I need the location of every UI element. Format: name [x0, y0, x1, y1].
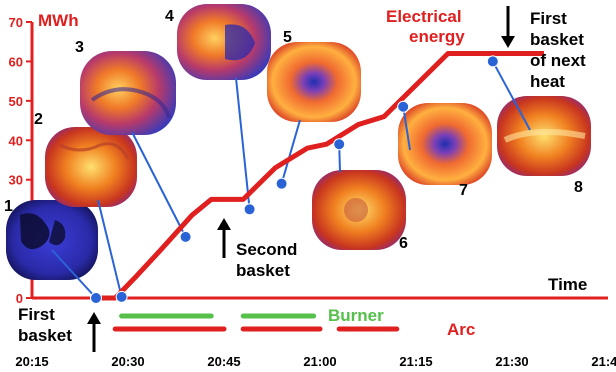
y-tick-label: 70: [9, 15, 23, 30]
marker-point: [115, 290, 128, 303]
y-tick-label: 40: [9, 133, 23, 148]
energy-line: [96, 51, 544, 301]
thermal-image-6: [312, 170, 406, 250]
marker-point: [179, 230, 192, 243]
marker-connector: [97, 199, 123, 298]
x-tick-label: 21:15: [399, 354, 432, 369]
annotation-second-basket-line-1: Second: [236, 240, 297, 259]
marker-label-6: 6: [399, 235, 408, 252]
thermal-image-1: [6, 200, 98, 280]
marker-label-1: 1: [4, 198, 13, 215]
marker-point: [397, 100, 410, 113]
annotation-second-basket-line-2: basket: [236, 261, 290, 280]
annotation-first-basket: First basket: [18, 305, 101, 352]
marker-label-8: 8: [574, 179, 583, 196]
annotation-next-heat-line-4: heat: [530, 72, 565, 91]
svg-text:Second basket: Second basket: [236, 240, 302, 280]
annotation-next-heat-line-3: of next: [530, 51, 586, 70]
x-tick-label: 20:45: [207, 354, 240, 369]
y-tick-label: 30: [9, 173, 23, 188]
arc-label: Arc: [447, 320, 475, 339]
activity-bars: [112, 313, 400, 332]
marker-label-3: 3: [75, 39, 84, 56]
marker-label-2: 2: [34, 111, 43, 128]
x-axis-label: Time: [548, 275, 587, 294]
annotation-first-basket-line-1: First: [18, 305, 55, 324]
image-number-labels: 1 2 3 4 5 6 7 8: [4, 8, 583, 252]
annotation-second-basket: Second basket: [217, 218, 302, 280]
x-tick-label: 20:30: [111, 354, 144, 369]
thermal-images: [6, 4, 591, 280]
y-axis-label: MWh: [38, 11, 79, 30]
x-tick-label: 21:00: [303, 354, 336, 369]
marker-point: [90, 292, 102, 304]
marker-connector: [402, 106, 411, 151]
thermal-image-8: [497, 96, 591, 176]
marker-point: [486, 55, 499, 68]
marker-connector: [131, 131, 187, 238]
thermal-image-7: [398, 103, 492, 185]
x-tick-label: 21:45: [591, 354, 616, 369]
x-tick-label: 21:30: [495, 354, 528, 369]
x-ticks: 20:15 20:30 20:45 21:00 21:15 21:30 21:45: [15, 354, 616, 369]
y-tick-label: 0: [16, 291, 23, 306]
marker-connector: [235, 77, 251, 210]
thermal-image-3: [80, 51, 176, 135]
svg-text:First basket: First basket: [18, 305, 72, 345]
marker-connector: [51, 249, 97, 299]
thermal-image-2: [45, 127, 137, 207]
marker-label-4: 4: [165, 8, 174, 25]
annotation-next-heat-line-2: basket: [530, 30, 584, 49]
marker-point: [243, 203, 256, 216]
marker-connector: [491, 60, 531, 131]
annotation-first-basket-line-2: basket: [18, 326, 72, 345]
annotation-next-heat-line-1: First: [530, 9, 567, 28]
svg-text:First basket of ne: First basket of next heat: [530, 9, 590, 91]
series-label: Electrical energy: [386, 7, 466, 46]
y-tick-label: 50: [9, 94, 23, 109]
marker-point: [333, 138, 346, 151]
thermal-image-4: [177, 4, 271, 80]
y-tick-label: 60: [9, 54, 23, 69]
x-tick-label: 20:15: [15, 354, 48, 369]
marker-connector: [280, 119, 301, 184]
annotation-next-heat: First basket of next heat: [501, 6, 590, 91]
marker-point: [275, 177, 288, 190]
marker-label-5: 5: [283, 29, 292, 46]
thermal-image-5: [267, 42, 361, 122]
burner-label: Burner: [328, 306, 384, 325]
marker-label-7: 7: [459, 182, 468, 199]
markers: [90, 55, 499, 304]
